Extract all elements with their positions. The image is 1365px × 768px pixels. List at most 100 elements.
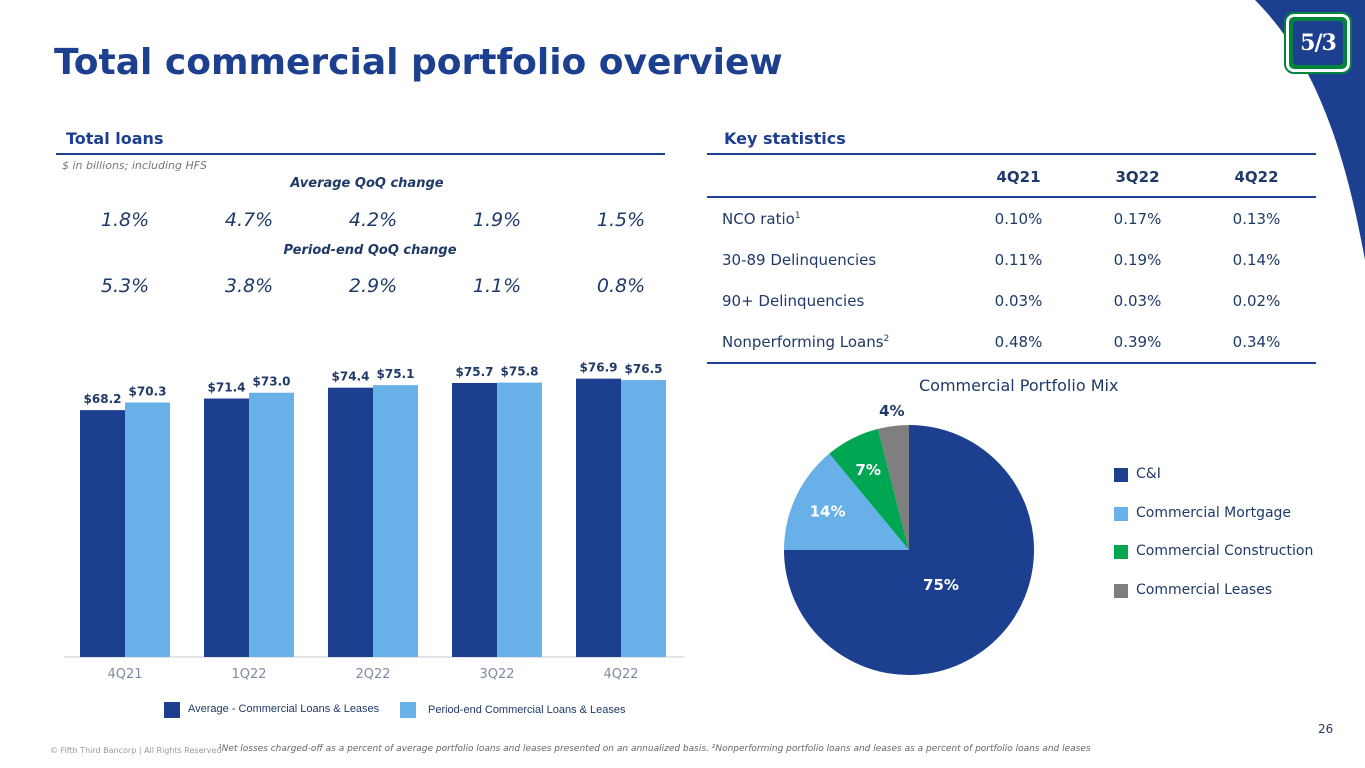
x-tick-label: 2Q22 <box>355 667 390 682</box>
pie-legend-swatch-mortgage <box>1114 507 1128 521</box>
legend-swatch-period-end <box>400 702 416 718</box>
bar-average <box>328 387 373 657</box>
pie-legend-label-leases: Commercial Leases <box>1136 582 1273 598</box>
legend-swatch-average <box>164 702 180 718</box>
period-change-value: 2.9% <box>348 275 398 297</box>
bar-data-label: $76.9 <box>580 361 618 375</box>
table-header-row: 4Q21 3Q22 4Q22 <box>707 158 1316 198</box>
pie-slice <box>784 453 909 550</box>
bar-data-label: $68.2 <box>84 392 122 406</box>
table-header-cell: 3Q22 <box>1078 158 1197 198</box>
row-label: 90+ Delinquencies <box>707 280 959 321</box>
table-cell: 0.13% <box>1232 209 1281 228</box>
total-loans-header: Total loans <box>66 129 164 148</box>
table-row: NCO ratio1 0.10% 0.17% 0.13% <box>707 197 1316 239</box>
bar-data-label: $70.3 <box>129 385 167 399</box>
row-label: 30-89 Delinquencies <box>707 239 959 280</box>
table-cell: 0.03% <box>994 291 1043 310</box>
table-cell: 0.11% <box>994 250 1043 269</box>
bar-average <box>576 378 621 657</box>
avg-change-value: 1.8% <box>100 209 150 231</box>
table-row: 90+ Delinquencies 0.03% 0.03% 0.02% <box>707 280 1316 321</box>
table-cell: 0.03% <box>1113 291 1162 310</box>
bar-data-label: $75.1 <box>377 367 415 381</box>
avg-change-value: 1.9% <box>472 209 522 231</box>
table-cell: 0.17% <box>1113 209 1162 228</box>
period-change-value: 3.8% <box>224 275 274 297</box>
bar-average <box>452 382 497 657</box>
bar-period-end <box>373 385 418 657</box>
pie-legend-label-ci: C&I <box>1136 466 1161 482</box>
footnote-marker: 2 <box>883 333 890 344</box>
page-number: 26 <box>1318 722 1334 736</box>
table-cell: 0.10% <box>994 209 1043 228</box>
pie-legend-swatch-ci <box>1114 468 1128 482</box>
period-change-value: 5.3% <box>100 275 150 297</box>
bar-data-label: $74.4 <box>332 370 370 384</box>
logo-mark: 5/3 <box>1293 21 1343 65</box>
avg-change-title: Average QoQ change <box>290 176 444 191</box>
pie-slice <box>829 428 909 550</box>
x-tick-label: 4Q22 <box>603 667 638 682</box>
pie-data-label: 4% <box>879 402 904 420</box>
bar-period-end <box>621 380 666 657</box>
pie-data-label: 75% <box>923 576 959 594</box>
period-change-value: 0.8% <box>596 275 646 297</box>
table-cell: 0.39% <box>1078 321 1197 364</box>
footnote: ¹Net losses charged-off as a percent of … <box>218 744 1091 754</box>
x-tick-label: 4Q21 <box>107 667 142 682</box>
row-label: Nonperforming Loans2 <box>707 321 959 364</box>
table-header-cell: 4Q22 <box>1197 158 1316 198</box>
bar-data-label: $76.5 <box>625 362 663 376</box>
key-statistics-header: Key statistics <box>724 129 846 148</box>
table-cell: 0.19% <box>1113 250 1162 269</box>
avg-change-value: 1.5% <box>596 209 646 231</box>
pie-legend-label-construction: Commercial Construction <box>1136 543 1314 559</box>
bar-average <box>204 398 249 657</box>
pie-legend-label-mortgage: Commercial Mortgage <box>1136 505 1292 521</box>
footnote-marker: 1 <box>794 210 801 221</box>
table-cell: 0.48% <box>959 321 1078 364</box>
legend-label-period-end: Period-end Commercial Loans & Leases <box>428 704 626 716</box>
bar-period-end <box>125 402 170 657</box>
bar-data-label: $71.4 <box>208 381 246 395</box>
period-change-value: 1.1% <box>472 275 522 297</box>
table-row: Nonperforming Loans2 0.48% 0.39% 0.34% <box>707 321 1316 364</box>
bar-data-label: $75.7 <box>456 365 494 379</box>
table-cell: 0.34% <box>1197 321 1316 364</box>
bar-period-end <box>249 392 294 657</box>
pie-data-label: 7% <box>855 461 880 479</box>
fifth-third-logo: 5/3 <box>1284 12 1352 74</box>
row-label-text: Nonperforming Loans <box>722 332 884 351</box>
avg-change-value: 4.7% <box>224 209 274 231</box>
x-tick-label: 3Q22 <box>479 667 514 682</box>
avg-change-value: 4.2% <box>348 209 398 231</box>
key-statistics-rule <box>707 153 1316 155</box>
table-header-blank <box>707 158 959 198</box>
units-note: $ in billions; including HFS <box>62 159 208 172</box>
legend-label-average: Average - Commercial Loans & Leases <box>188 703 380 715</box>
pie-slice <box>784 425 1034 675</box>
total-loans-bar-chart: $68.2 $70.3 4Q21 $71.4 $73.0 1Q22 $74.4 $75.1 2Q… <box>64 361 684 682</box>
row-label-text: NCO ratio <box>722 209 795 228</box>
key-statistics-table: 4Q21 3Q22 4Q22 NCO ratio1 0.10% 0.17% 0.… <box>707 158 1316 364</box>
pie-legend-swatch-construction <box>1114 545 1128 559</box>
row-label: NCO ratio1 <box>707 197 959 239</box>
table-cell: 0.14% <box>1232 250 1281 269</box>
total-loans-rule <box>56 153 665 155</box>
pie-slice <box>877 425 909 550</box>
bar-period-end <box>497 382 542 657</box>
copyright-notice: © Fifth Third Bancorp | All Rights Reser… <box>50 746 222 755</box>
bar-average <box>80 410 125 657</box>
period-change-title: Period-end QoQ change <box>283 243 457 258</box>
row-label-text: 30-89 Delinquencies <box>722 250 877 269</box>
pie-chart-title: Commercial Portfolio Mix <box>919 376 1119 395</box>
table-row: 30-89 Delinquencies 0.11% 0.19% 0.14% <box>707 239 1316 280</box>
table-cell: 0.02% <box>1232 291 1281 310</box>
pie-legend-swatch-leases <box>1114 584 1128 598</box>
row-label-text: 90+ Delinquencies <box>722 291 865 310</box>
bar-data-label: $73.0 <box>253 375 291 389</box>
pie-data-label: 14% <box>810 503 846 521</box>
x-tick-label: 1Q22 <box>231 667 266 682</box>
page-title: Total commercial portfolio overview <box>54 42 783 83</box>
